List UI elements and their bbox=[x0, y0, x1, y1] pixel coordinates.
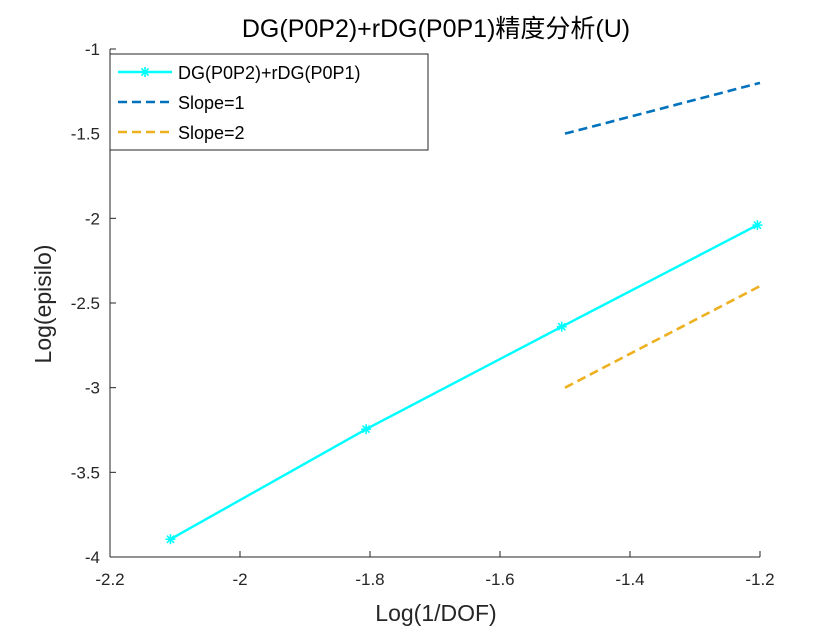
x-tick-label: -1.8 bbox=[355, 570, 384, 589]
series-1-point-4-stroke bbox=[753, 221, 762, 230]
x-tick-label: -1.4 bbox=[615, 570, 644, 589]
y-tick-label: -4 bbox=[85, 548, 100, 567]
legend-label: Slope=1 bbox=[178, 93, 245, 113]
x-tick-label: -1.6 bbox=[485, 570, 514, 589]
y-axis-title: Log(episilo) bbox=[30, 245, 56, 364]
y-tick-label: -2 bbox=[85, 209, 100, 228]
legend: DG(P0P2)+rDG(P0P1) Slope=1 Slope=2 bbox=[109, 53, 429, 151]
series-1-point-1-stroke bbox=[166, 535, 175, 544]
y-tick-label: -1 bbox=[85, 40, 100, 59]
legend-item-1: DG(P0P2)+rDG(P0P1) bbox=[118, 63, 361, 83]
legend-marker bbox=[140, 67, 150, 77]
series-line-2 bbox=[564, 81, 761, 135]
y-tick-label: -3.5 bbox=[71, 463, 100, 482]
series-1-point-1 bbox=[165, 534, 176, 545]
ticks-layer: -2.2 -2 -1.8 -1.6 -1.4 -1.2 -4 -3.5 -3 -2.5 -2 -1.5… bbox=[71, 40, 775, 589]
chart-title: DG(P0P2)+rDG(P0P1)精度分析(U) bbox=[242, 15, 630, 43]
legend-items: DG(P0P2)+rDG(P0P1) Slope=1 Slope=2 bbox=[118, 63, 361, 143]
series-1-point-4 bbox=[752, 220, 763, 231]
series-1-point-3-stroke bbox=[557, 322, 566, 331]
legend-marker-stroke bbox=[140, 67, 150, 77]
legend-item-2: Slope=1 bbox=[118, 93, 245, 113]
x-tick-label: -2.2 bbox=[95, 570, 124, 589]
series-line-1 bbox=[169, 224, 758, 541]
x-tick-label: -2 bbox=[232, 570, 247, 589]
x-tick-label: -1.2 bbox=[745, 570, 774, 589]
series-layer bbox=[165, 81, 763, 545]
legend-label: DG(P0P2)+rDG(P0P1) bbox=[178, 63, 361, 83]
x-axis-title: Log(1/DOF) bbox=[375, 600, 496, 626]
y-tick-label: -3 bbox=[85, 379, 100, 398]
legend-item-3: Slope=2 bbox=[118, 123, 245, 143]
series-1-point-2 bbox=[361, 424, 372, 435]
series-line-3 bbox=[564, 284, 761, 389]
series-1-point-2-stroke bbox=[361, 425, 371, 434]
y-tick-label: -2.5 bbox=[71, 294, 100, 313]
y-tick-label: -1.5 bbox=[71, 125, 100, 144]
legend-label: Slope=2 bbox=[178, 123, 245, 143]
series-1-point-3 bbox=[556, 321, 567, 332]
